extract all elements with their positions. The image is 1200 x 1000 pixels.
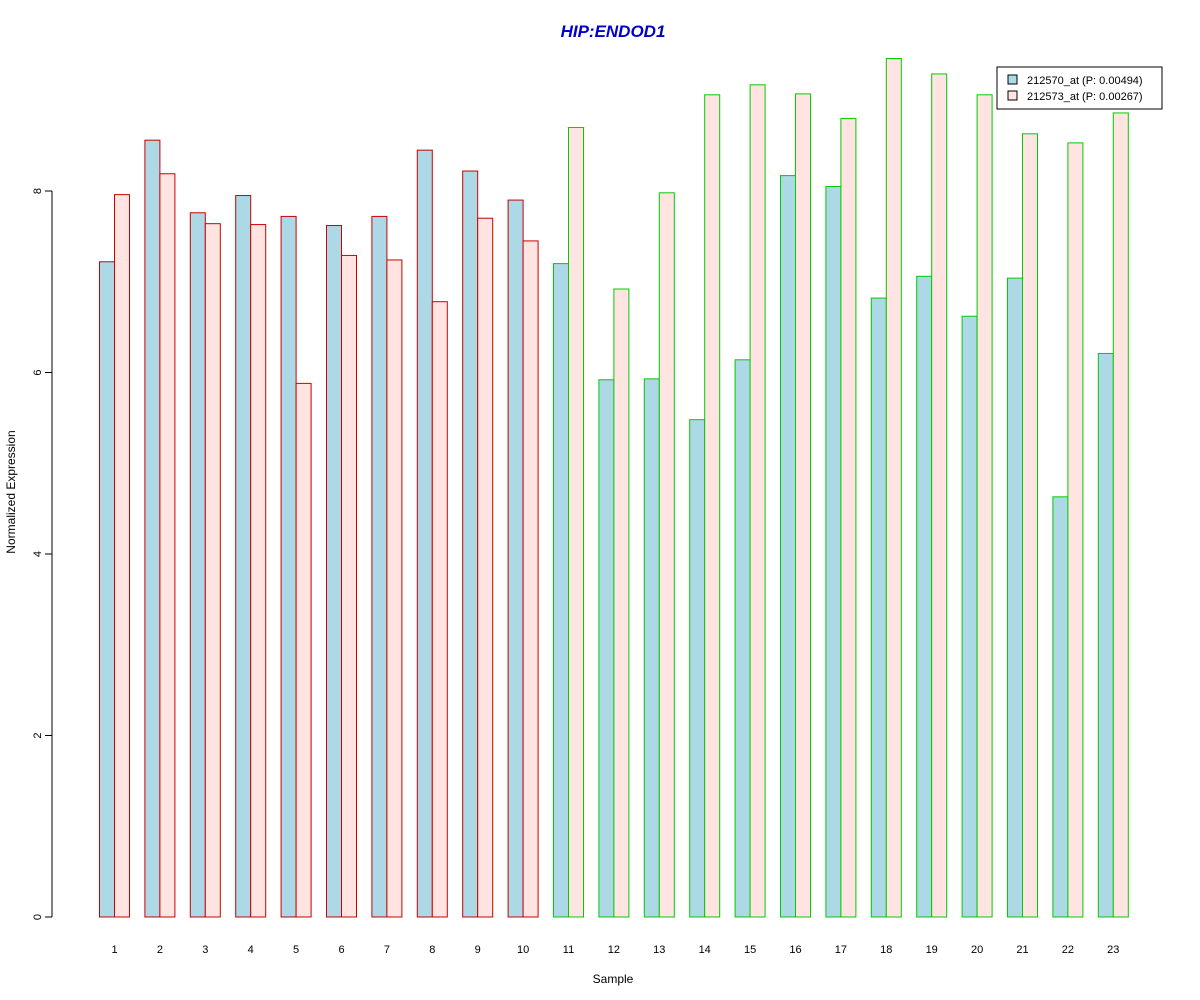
bar-series2-sample-4 <box>250 224 267 918</box>
bar-series1-sample-10 <box>507 199 524 918</box>
bar-series2-sample-3 <box>204 223 221 918</box>
bar-series1-sample-21 <box>1007 277 1023 918</box>
y-tick-label: 2 <box>32 732 44 738</box>
legend-entry: 212570_at (P: 0.00494) <box>1027 75 1143 87</box>
bar-series1-sample-22 <box>1052 496 1069 918</box>
y-tick-label: 0 <box>32 914 44 920</box>
x-tick-label: 10 <box>517 944 529 956</box>
x-tick-label: 4 <box>248 944 254 956</box>
bar-series1-sample-12 <box>598 379 615 918</box>
x-tick-label: 13 <box>653 944 665 956</box>
x-tick-label: 17 <box>835 944 847 956</box>
x-tick-label: 18 <box>880 944 892 956</box>
bar-series2-sample-17 <box>840 117 857 918</box>
legend-swatch <box>1007 74 1018 85</box>
bar-series2-sample-9 <box>477 217 494 918</box>
bar-series2-sample-1 <box>114 194 130 918</box>
bar-series1-sample-20 <box>961 315 978 918</box>
chart-title: HIP:ENDOD1 <box>561 22 666 41</box>
y-tick-label: 8 <box>32 188 44 194</box>
bar-series1-sample-7 <box>371 215 388 918</box>
bar-series1-sample-18 <box>870 297 887 918</box>
x-tick-label: 11 <box>563 944 574 956</box>
bar-series1-sample-19 <box>916 275 933 918</box>
x-tick-label: 8 <box>429 944 435 956</box>
x-tick-label: 21 <box>1016 944 1028 956</box>
bar-series2-sample-16 <box>795 93 811 918</box>
bar-series2-sample-21 <box>1022 133 1038 918</box>
bar-series1-sample-15 <box>734 359 751 918</box>
x-tick-label: 9 <box>475 944 481 956</box>
bar-series1-sample-3 <box>189 212 206 918</box>
bar-series1-sample-2 <box>144 139 161 918</box>
bar-series2-sample-22 <box>1067 142 1084 918</box>
bar-series1-sample-5 <box>280 215 297 918</box>
bar-series2-sample-2 <box>159 173 176 918</box>
bar-series2-sample-18 <box>885 58 902 918</box>
x-tick-label: 15 <box>744 944 756 956</box>
x-tick-label: 16 <box>789 944 801 956</box>
bar-series1-sample-9 <box>462 170 479 918</box>
y-axis: 0 2 4 6 8 <box>32 188 53 920</box>
bar-series2-sample-7 <box>386 259 403 918</box>
x-tick-label: 3 <box>202 944 208 956</box>
bar-series2-sample-23 <box>1112 112 1129 918</box>
x-axis-label: Sample <box>593 972 634 986</box>
bars <box>99 58 1129 918</box>
legend: 212570_at (P: 0.00494) 212573_at (P: 0.00… <box>996 66 1163 110</box>
legend-swatch <box>1007 90 1018 101</box>
x-tick-label: 14 <box>699 944 711 956</box>
x-tick-labels: 1 2 3 4 5 6 7 8 9 10 11 12 13 14 15 16 17 18 19 20 21 22 23 <box>111 944 1119 956</box>
bar-series1-sample-17 <box>825 185 842 918</box>
x-tick-label: 23 <box>1107 944 1119 956</box>
x-tick-label: 7 <box>384 944 390 956</box>
bar-series1-sample-6 <box>326 224 342 918</box>
bar-series2-sample-12 <box>613 288 630 918</box>
bar-series2-sample-5 <box>295 382 312 918</box>
legend-entry: 212573_at (P: 0.00267) <box>1027 91 1143 103</box>
bar-series2-sample-8 <box>431 301 448 918</box>
bar-series2-sample-15 <box>749 84 766 918</box>
bar-series2-sample-6 <box>341 254 357 918</box>
bar-series2-sample-11 <box>568 126 584 918</box>
bar-series1-sample-8 <box>416 149 433 918</box>
bar-series1-sample-23 <box>1097 352 1114 918</box>
bar-series1-sample-13 <box>643 378 660 918</box>
y-tick-label: 6 <box>32 369 44 375</box>
bar-series1-sample-11 <box>553 263 569 918</box>
bar-series1-sample-4 <box>235 195 252 918</box>
x-tick-label: 1 <box>111 944 117 956</box>
bar-series1-sample-16 <box>780 175 796 918</box>
x-tick-label: 12 <box>608 944 620 956</box>
bar-series2-sample-14 <box>704 94 721 918</box>
x-tick-label: 19 <box>926 944 938 956</box>
x-tick-label: 20 <box>971 944 983 956</box>
y-axis-label: Normalized Expression <box>4 430 18 553</box>
y-tick-label: 4 <box>32 551 44 557</box>
bar-series2-sample-19 <box>931 73 948 918</box>
bar-series2-sample-13 <box>658 192 675 918</box>
x-tick-label: 5 <box>293 944 299 956</box>
bar-series1-sample-1 <box>99 261 115 918</box>
bar-series1-sample-14 <box>689 419 706 918</box>
x-tick-label: 6 <box>338 944 344 956</box>
bar-series2-sample-20 <box>976 94 993 918</box>
legend-box <box>996 66 1163 110</box>
x-tick-label: 22 <box>1062 944 1074 956</box>
bar-series2-sample-10 <box>522 240 539 918</box>
x-tick-label: 2 <box>157 944 163 956</box>
